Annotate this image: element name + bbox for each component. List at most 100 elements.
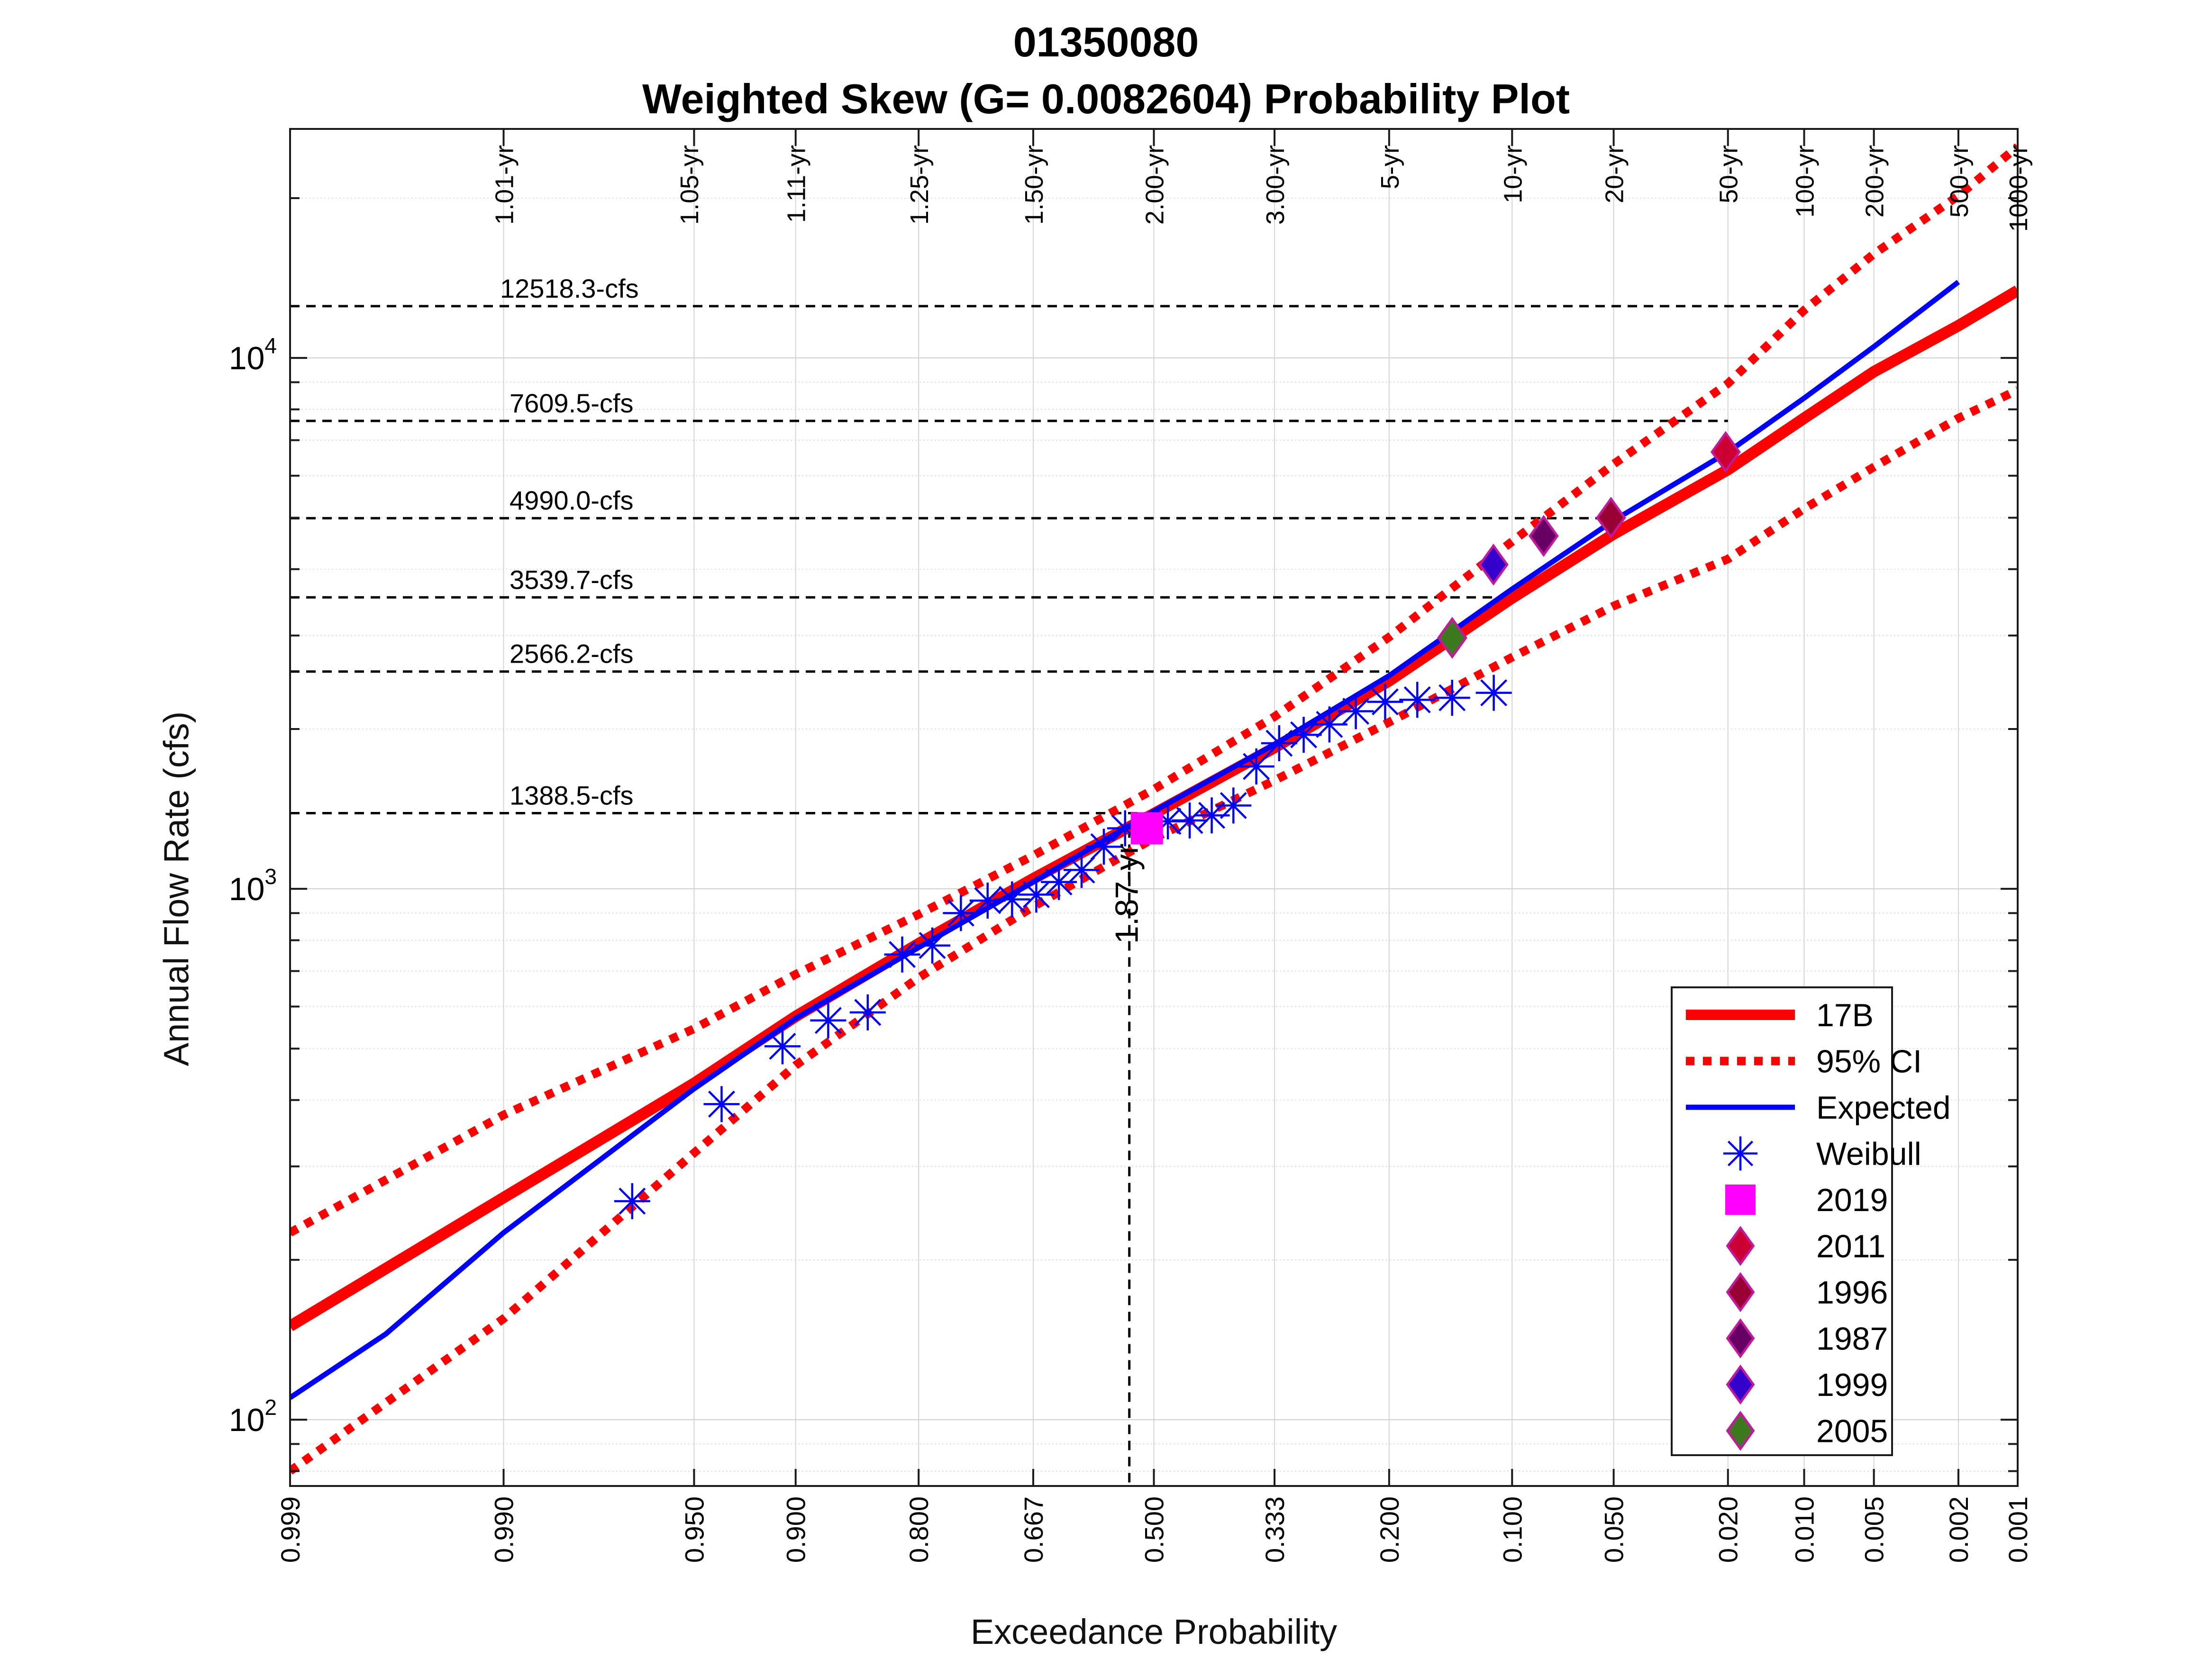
- y-tick-base: 10: [229, 1402, 265, 1438]
- weibull-point: [849, 994, 886, 1030]
- weibull-point-stroke: [814, 1007, 842, 1034]
- legend-label: 1996: [1816, 1275, 1888, 1311]
- weibull-point-stroke: [1198, 802, 1226, 829]
- return-period-label: 1.11-yr: [783, 145, 811, 223]
- event-marker-2019: [1130, 812, 1163, 845]
- event-return-period-label: 1.87-yr: [1109, 843, 1145, 944]
- weibull-point: [1285, 717, 1322, 753]
- legend-label: 1987: [1816, 1321, 1888, 1357]
- series-ci-upper-line: [290, 143, 2018, 1237]
- chart-subtitle: Weighted Skew (G= 0.0082604) Probability…: [642, 75, 1570, 122]
- return-period-label: 5-yr: [1376, 145, 1404, 189]
- x-tick-label: 0.005: [1859, 1496, 1889, 1563]
- weibull-point: [1338, 693, 1374, 729]
- return-period-label: 20-yr: [1601, 145, 1629, 203]
- return-period-label: 200-yr: [1861, 145, 1889, 218]
- weibull-point-stroke: [1068, 856, 1095, 884]
- weibull-point: [1261, 725, 1297, 762]
- legend-label: Expected: [1816, 1090, 1951, 1126]
- legend-swatch-diamond: [1726, 1272, 1755, 1313]
- event-marker-2011: [1711, 431, 1741, 473]
- x-tick-label: 0.100: [1497, 1496, 1527, 1563]
- plot-content: [290, 143, 2018, 1486]
- event-marker-1999: [1478, 543, 1509, 586]
- weibull-point: [703, 1086, 740, 1122]
- reference-line-label: 7609.5-cfs: [510, 388, 634, 418]
- return-period-label: 1.01-yr: [491, 145, 519, 225]
- axes-frame: [289, 128, 2019, 1487]
- return-period-label: 10-yr: [1499, 145, 1527, 203]
- weibull-point-stroke: [998, 886, 1026, 913]
- reference-line-label: 1388.5-cfs: [510, 780, 634, 810]
- y-tick-base: 10: [229, 340, 265, 376]
- x-tick-label: 0.050: [1599, 1496, 1629, 1563]
- legend: 17B 95% CI Expected Weibull 2019 2011 1996 1987…: [1671, 986, 1951, 1456]
- weibull-point: [1311, 706, 1347, 743]
- x-tick-label: 0.999: [275, 1496, 305, 1563]
- weibull-point-stroke: [619, 1187, 646, 1215]
- series-expected-line: [290, 280, 1960, 1400]
- reference-line-label: 4990.0-cfs: [510, 485, 634, 515]
- weibull-point: [943, 895, 979, 931]
- y-tick-label: 104: [229, 333, 277, 376]
- x-tick-label: 0.667: [1019, 1496, 1048, 1563]
- weibull-point-stroke: [974, 887, 1001, 914]
- chart-title: 01350080: [1013, 18, 1199, 65]
- weibull-point: [1018, 876, 1055, 913]
- weibull-point: [614, 1183, 650, 1220]
- weibull-point: [914, 927, 951, 964]
- weibull-point: [1238, 748, 1274, 784]
- weibull-point-stroke: [1480, 679, 1508, 707]
- legend-swatch-diamond: [1726, 1226, 1755, 1266]
- weibull-point-stroke: [1316, 711, 1343, 738]
- weibull-point-stroke: [1438, 684, 1466, 711]
- return-period-label: 100-yr: [1791, 145, 1819, 218]
- weibull-point: [810, 1002, 847, 1039]
- legend-label: 2011: [1816, 1229, 1885, 1265]
- x-tick-label: 0.990: [489, 1496, 519, 1563]
- event-marker-1987: [1528, 515, 1559, 557]
- x-tick-label: 0.333: [1260, 1496, 1290, 1563]
- legend-label: Weibull: [1816, 1136, 1921, 1172]
- weibull-point: [994, 881, 1030, 918]
- x-tick-label: 0.020: [1713, 1496, 1743, 1563]
- legend-label: 17B: [1816, 997, 1874, 1033]
- return-period-label: 50-yr: [1715, 145, 1743, 203]
- return-period-label: 2.00-yr: [1141, 145, 1169, 225]
- weibull-point-stroke: [854, 999, 882, 1026]
- series-ci-lower-line: [290, 386, 2018, 1475]
- series-17b-line: [290, 285, 2018, 1331]
- weibull-point-stroke: [1290, 721, 1318, 748]
- x-tick-label: 0.010: [1789, 1496, 1819, 1563]
- legend-label: 2005: [1816, 1413, 1888, 1449]
- weibull-point-stroke: [1243, 753, 1270, 780]
- reference-line-label: 12518.3-cfs: [500, 273, 639, 303]
- weibull-point-stroke: [1727, 1140, 1754, 1167]
- weibull-point: [1064, 852, 1100, 888]
- weibull-point: [1172, 802, 1208, 839]
- x-tick-label: 0.001: [2003, 1496, 2033, 1563]
- x-tick-label: 0.800: [904, 1496, 934, 1563]
- weibull-point: [764, 1028, 801, 1065]
- weibull-point-stroke: [769, 1032, 796, 1060]
- weibull-point-stroke: [889, 941, 916, 968]
- weibull-point: [1085, 829, 1122, 865]
- return-period-label: 1.05-yr: [675, 145, 704, 225]
- legend-label: 95% CI: [1816, 1044, 1922, 1080]
- y-tick-exponent: 2: [264, 1395, 277, 1420]
- legend-swatch-diamond: [1726, 1318, 1755, 1358]
- weibull-point: [1367, 684, 1403, 720]
- legend-swatch-square: [1725, 1185, 1756, 1215]
- legend-label: 1999: [1816, 1367, 1888, 1403]
- legend-swatch-diamond: [1726, 1364, 1755, 1405]
- weibull-point: [884, 936, 920, 973]
- legend-label: 2019: [1816, 1182, 1888, 1218]
- weibull-point-stroke: [1403, 686, 1431, 713]
- weibull-point-stroke: [1176, 807, 1203, 834]
- x-tick-label: 0.950: [679, 1496, 709, 1563]
- x-tick-label: 0.900: [781, 1496, 811, 1563]
- return-period-label: 1.50-yr: [1020, 145, 1048, 225]
- x-tick-label: 0.200: [1375, 1496, 1404, 1563]
- return-period-label: 3.00-yr: [1261, 145, 1290, 225]
